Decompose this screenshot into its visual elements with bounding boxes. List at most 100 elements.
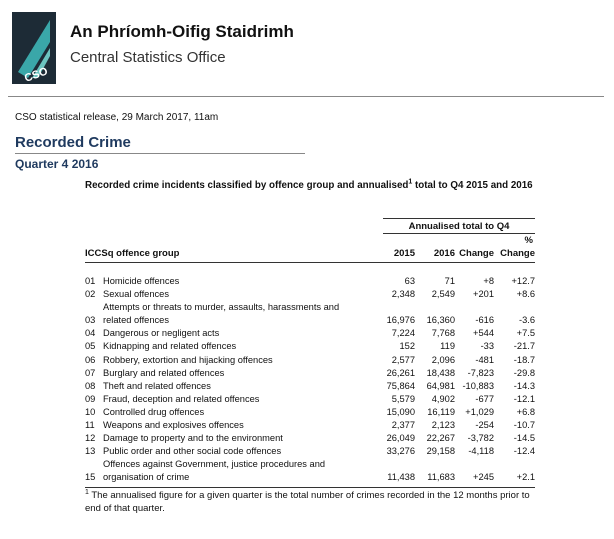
column-header: 2015 xyxy=(393,248,415,259)
row-name: Kidnapping and related offences xyxy=(103,341,237,352)
table-row: 13 Public order and other social code off… xyxy=(85,445,535,458)
value-2016: 7,768 xyxy=(431,328,455,339)
table-row: 05 Kidnapping and related offences 152 119 -… xyxy=(85,340,535,353)
table-row: 08 Theft and related offences 75,864 64,981… xyxy=(85,380,535,393)
table-row: 01 Homicide offences 63 71 +8 +12.7 xyxy=(85,275,535,288)
row-name: Fraud, deception and related offences xyxy=(103,393,260,404)
footnote: 1 The annualised figure for a given quar… xyxy=(85,489,535,515)
title: Recorded Crime xyxy=(15,134,131,151)
value-2015: 15,090 xyxy=(386,406,415,417)
change: -33 xyxy=(480,341,494,352)
column-header: Change xyxy=(500,248,535,259)
value-2016: 11,683 xyxy=(427,472,455,483)
value-2015: 26,049 xyxy=(386,433,415,444)
change: -254 xyxy=(475,420,494,431)
percent-change: -18.7 xyxy=(513,354,535,365)
change: +8 xyxy=(483,276,494,286)
row-code: 04 xyxy=(85,328,96,339)
row-name: Sexual offences xyxy=(103,289,169,300)
change: -7,823 xyxy=(467,367,494,378)
rule xyxy=(383,218,535,219)
value-2015: 5,579 xyxy=(391,393,415,404)
group-header: Annualised total to Q4 xyxy=(408,221,510,232)
row-name: Controlled drug offences xyxy=(103,406,205,417)
change: -3,782 xyxy=(467,433,494,444)
value-2015: 2,377 xyxy=(391,420,415,431)
row-name: Damage to property and to the environmen… xyxy=(103,433,283,444)
percent-change: +6.8 xyxy=(516,406,535,417)
percent-change: -21.7 xyxy=(513,341,535,352)
table-row: 10 Controlled drug offences 15,090 16,119 +1… xyxy=(85,406,535,419)
rule xyxy=(383,233,535,234)
subtitle: Quarter 4 2016 xyxy=(15,157,99,171)
row-code: 10 xyxy=(85,406,96,417)
value-2016: 18,438 xyxy=(426,367,455,378)
footnote-sup: 1 xyxy=(85,488,89,496)
value-2015: 11,438 xyxy=(387,472,415,483)
table-row: 12 Damage to property and to the environm… xyxy=(85,432,535,445)
row-name: Homicide offences xyxy=(103,276,180,286)
caption-text: Recorded crime incidents classified by o… xyxy=(85,180,409,191)
footnote-text: The annualised figure for a given quarte… xyxy=(85,490,530,514)
row-name: Weapons and explosives offences xyxy=(103,420,244,431)
value-2016: 119 xyxy=(440,341,455,352)
table-row: 07 Burglary and related offences 26,261 18,… xyxy=(85,367,535,380)
value-2016: 16,119 xyxy=(427,406,455,417)
table-row: 03 Attempts or threats to murder, assault… xyxy=(85,301,535,327)
row-name: Offences against Government, justice pro… xyxy=(103,459,326,483)
table-row: 11 Weapons and explosives offences 2,377 2,… xyxy=(85,419,535,432)
row-code: 06 xyxy=(85,354,96,365)
percent-change: -12.4 xyxy=(513,446,535,457)
percent-sign: % xyxy=(524,235,533,246)
row-code: 12 xyxy=(85,433,96,444)
value-2016: 22,267 xyxy=(426,433,455,444)
value-2015: 7,224 xyxy=(391,328,415,339)
change: +245 xyxy=(473,472,494,483)
row-code: 09 xyxy=(85,393,96,404)
value-2016: 4,902 xyxy=(431,393,455,404)
change: -10,883 xyxy=(462,380,494,391)
change: +544 xyxy=(473,328,494,339)
table-row: 02 Sexual offences 2,348 2,549 +201 +8.6 xyxy=(85,288,535,301)
value-2015: 16,976 xyxy=(386,315,415,326)
percent-change: +8.6 xyxy=(516,289,535,300)
percent-change: -10.7 xyxy=(513,420,535,431)
value-2015: 63 xyxy=(404,276,415,286)
change: -677 xyxy=(475,393,494,404)
row-name: Dangerous or negligent acts xyxy=(103,328,220,339)
row-code: 15 xyxy=(85,472,96,483)
column-header: Change xyxy=(459,248,494,259)
value-2015: 2,348 xyxy=(391,289,415,300)
table-row: 09 Fraud, deception and related offences 5… xyxy=(85,393,535,406)
row-code: 13 xyxy=(85,446,96,457)
release: CSO statistical release, 29 March 2017, … xyxy=(15,112,219,123)
value-2016: 2,549 xyxy=(431,289,455,300)
value-2016: 29,158 xyxy=(426,446,455,457)
row-code: 01 xyxy=(85,276,96,286)
value-2015: 75,864 xyxy=(386,380,415,391)
divider xyxy=(8,96,604,97)
caption: Recorded crime incidents classified by o… xyxy=(85,179,535,192)
value-2016: 71 xyxy=(444,276,455,286)
value-2016: 16,360 xyxy=(426,315,455,326)
row-name: Theft and related offences xyxy=(103,380,211,391)
row-name: Attempts or threats to murder, assaults,… xyxy=(103,302,340,326)
value-2015: 33,276 xyxy=(386,446,415,457)
change: +201 xyxy=(473,289,494,300)
table-row: 15 Offences against Government, justice p… xyxy=(85,458,535,484)
change: -481 xyxy=(475,354,494,365)
irish-name: An Phríomh-Oifig Staidrimh xyxy=(70,22,294,41)
row-name: Public order and other social code offen… xyxy=(103,446,282,457)
value-2015: 2,577 xyxy=(391,354,415,365)
row-code: 08 xyxy=(85,380,96,391)
percent-change: +7.5 xyxy=(516,328,535,339)
row-name: Robbery, extortion and hijacking offence… xyxy=(103,354,273,365)
row-code: 05 xyxy=(85,341,96,352)
change: -4,118 xyxy=(468,446,494,457)
percent-change: +12.7 xyxy=(511,276,535,286)
value-2016: 64,981 xyxy=(426,380,455,391)
change: -616 xyxy=(475,315,494,326)
row-code: 03 xyxy=(85,315,96,326)
column-header: ICCSq offence group xyxy=(85,248,180,259)
percent-change: +2.1 xyxy=(516,472,535,483)
